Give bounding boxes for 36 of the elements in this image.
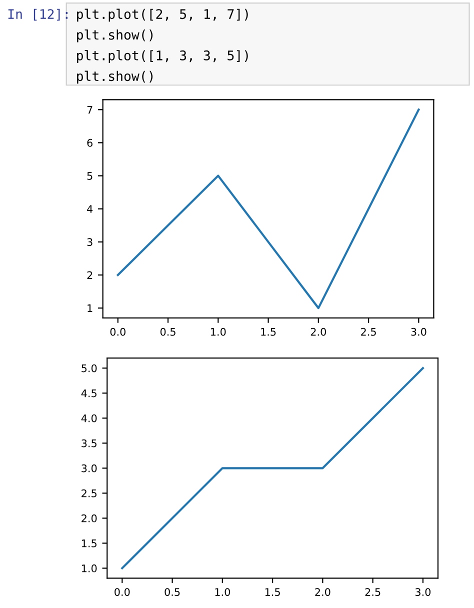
y-tick-label: 6 bbox=[87, 138, 92, 147]
y-tick-label: 3 bbox=[87, 238, 92, 246]
text: plt.plot([1, 3, 3, 5]) bbox=[77, 50, 248, 63]
x-tick-label: 0.0 bbox=[110, 328, 126, 336]
x-tick-label: 1.5 bbox=[261, 328, 276, 336]
x-tick-label: 0.5 bbox=[160, 328, 176, 336]
y-tick-label: 1.5 bbox=[82, 540, 96, 548]
y-tick-label: 4 bbox=[87, 205, 93, 213]
line-series bbox=[116, 108, 420, 310]
y-tick-label: 1 bbox=[88, 304, 92, 312]
x-tick-label: 1.5 bbox=[265, 588, 280, 596]
y-tick-label: 3.5 bbox=[82, 439, 96, 448]
x-tick-label: 0.0 bbox=[114, 588, 130, 596]
text: plt.plot([2, 5, 1, 7]) bbox=[77, 8, 248, 22]
y-tick-label: 4.0 bbox=[81, 414, 97, 422]
x-tick-label: 1.0 bbox=[211, 328, 226, 336]
y-tick-label: 2 bbox=[87, 271, 92, 279]
x-tick-label: 3.0 bbox=[415, 588, 431, 596]
text: plt.show() bbox=[77, 29, 153, 42]
x-tick-label: 2.5 bbox=[361, 328, 376, 336]
x-tick-label: 1.0 bbox=[215, 588, 230, 596]
y-tick-label: 2.0 bbox=[82, 514, 97, 522]
y-tick-label: 5 bbox=[87, 172, 92, 180]
x-tick-label: 3.0 bbox=[411, 328, 426, 336]
x-tick-label: 2.0 bbox=[315, 588, 330, 596]
text: In [12]: bbox=[8, 8, 68, 21]
y-tick-label: 7 bbox=[87, 106, 92, 114]
y-tick-label: 5.0 bbox=[82, 364, 97, 372]
y-tick-label: 1.0 bbox=[82, 564, 97, 572]
x-tick-label: 2.5 bbox=[365, 588, 380, 596]
x-tick-label: 2.0 bbox=[310, 328, 326, 336]
y-tick-label: 4.5 bbox=[81, 389, 96, 398]
x-tick-label: 0.5 bbox=[164, 588, 180, 596]
text: plt.show() bbox=[77, 70, 153, 84]
y-tick-label: 2.5 bbox=[82, 489, 96, 498]
y-tick-label: 3.0 bbox=[82, 464, 97, 472]
